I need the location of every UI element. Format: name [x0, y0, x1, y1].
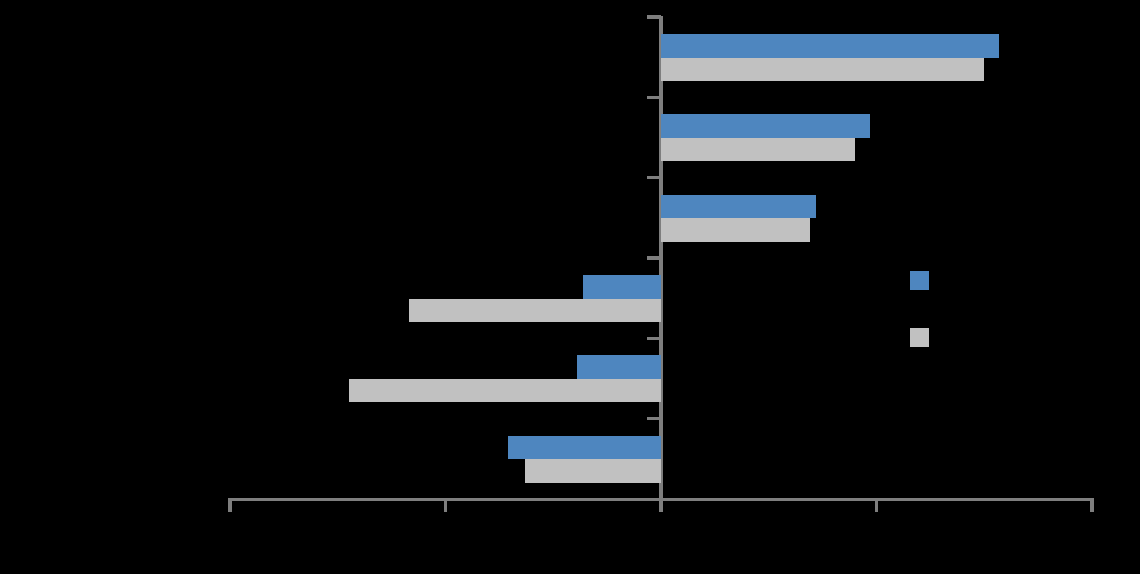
- y-axis-tick: [646, 416, 661, 421]
- y-axis-line: [659, 16, 663, 499]
- y-axis-tick: [646, 175, 661, 180]
- bar-blue-series-row6: [507, 435, 661, 460]
- bar-gray-series-row4: [408, 298, 661, 322]
- x-axis-tick: [443, 499, 448, 512]
- y-axis-tick: [646, 336, 661, 341]
- bar-gray-series-row1: [661, 57, 985, 81]
- bar-blue-series-row5: [576, 355, 661, 379]
- x-axis-tick: [228, 499, 232, 512]
- bar-blue-series-row1: [661, 34, 1000, 58]
- bar-blue-series-row3: [661, 194, 817, 219]
- legend-swatch-1: [910, 271, 929, 290]
- y-axis-tick: [646, 15, 661, 19]
- bar-gray-series-row6: [525, 459, 661, 483]
- bar-gray-series-row3: [661, 218, 810, 242]
- y-axis-tick: [646, 95, 661, 100]
- bar-gray-series-row2: [661, 137, 855, 162]
- x-axis-tick: [1090, 499, 1094, 512]
- legend-swatch-2: [910, 328, 929, 347]
- bar-blue-series-row4: [583, 275, 661, 299]
- bar-blue-series-row2: [661, 114, 871, 138]
- bar-gray-series-row5: [348, 378, 661, 403]
- x-axis-tick: [874, 499, 879, 512]
- y-axis-tick: [646, 256, 661, 260]
- x-axis-tick: [659, 499, 663, 512]
